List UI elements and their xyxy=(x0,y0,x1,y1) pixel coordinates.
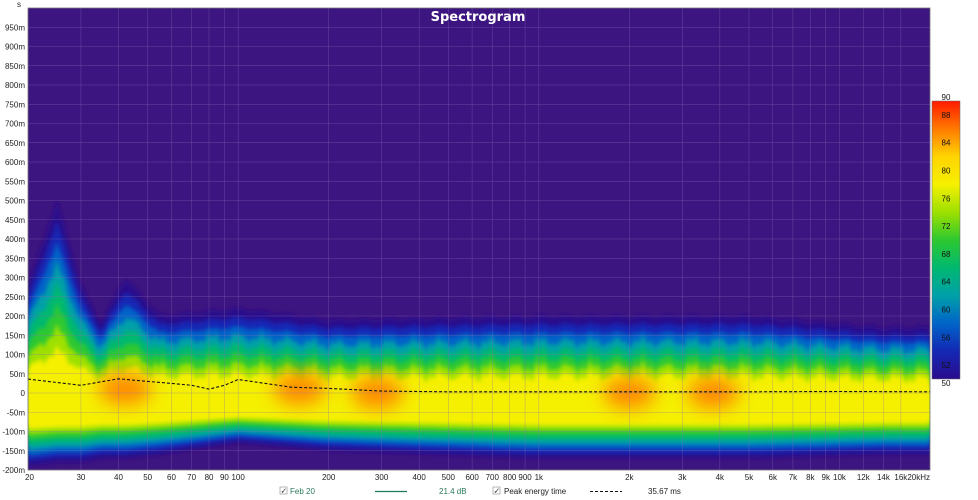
x-tick-40: 40 xyxy=(114,473,123,482)
x-tick-3k: 3k xyxy=(678,473,687,482)
y-tick-150m: 150m xyxy=(5,331,25,340)
colorbar-tick-88: 88 xyxy=(942,111,951,120)
hot-spot-0 xyxy=(98,373,151,406)
x-tick-16k: 16k xyxy=(894,473,908,482)
x-tick-60: 60 xyxy=(167,473,176,482)
y-tick-0: 0 xyxy=(21,389,26,398)
y-axis-ticks: 950m 900m 850m 800m 750m 700m 650m 600m 550m 500m… xyxy=(2,23,25,475)
x-tick-50: 50 xyxy=(143,473,152,482)
x-tick-4k: 4k xyxy=(716,473,725,482)
y-tick-800m: 800m xyxy=(5,81,25,90)
colorbar-tick-56: 56 xyxy=(942,333,951,342)
legend-value-feb20: 21.4 dB xyxy=(439,487,467,496)
x-tick-100: 100 xyxy=(231,473,245,482)
y-tick-100m: 100m xyxy=(5,351,25,360)
colorbar-tick-52: 52 xyxy=(942,361,951,370)
y-unit-label: s xyxy=(17,0,21,9)
x-tick-70: 70 xyxy=(187,473,196,482)
colorbar-bar xyxy=(931,100,961,380)
legend-item-peak-energy-time: Peak energy time xyxy=(504,487,567,496)
colorbar-tick-64: 64 xyxy=(942,278,951,287)
colorbar-tick-84: 84 xyxy=(942,139,951,148)
decay-band-80 xyxy=(28,365,930,424)
y-tick-750m: 750m xyxy=(5,100,25,109)
x-tick-12k: 12k xyxy=(857,473,871,482)
x-tick-90: 90 xyxy=(220,473,229,482)
y-tick-700m: 700m xyxy=(5,120,25,129)
colorbar-tick-72: 72 xyxy=(942,222,951,231)
x-tick-900: 900 xyxy=(518,473,532,482)
legend-value-peak-energy-time: 35.67 ms xyxy=(648,487,681,496)
x-tick-2k: 2k xyxy=(625,473,634,482)
x-tick-20: 20 xyxy=(25,473,34,482)
y-tick--200m: -200m xyxy=(2,466,25,475)
y-tick-200m: 200m xyxy=(5,312,25,321)
x-axis-ticks: 20 30 40 50 60 70 80 90 100 200 300 400 500 600 700 800… xyxy=(25,473,930,482)
grid-layer xyxy=(28,8,930,471)
heatmap-layer xyxy=(28,199,930,467)
hot-spot-1 xyxy=(273,373,326,406)
legend-checkbox-1[interactable] xyxy=(279,486,288,495)
legend-checkbox-2[interactable] xyxy=(492,486,501,495)
y-tick-350m: 350m xyxy=(5,254,25,263)
x-tick-8k: 8k xyxy=(806,473,815,482)
colorbar-ticks: 90 88 84 80 76 72 68 64 60 56 52 50 xyxy=(942,93,951,388)
x-tick-30: 30 xyxy=(76,473,85,482)
y-tick-550m: 550m xyxy=(5,177,25,186)
y-tick--50m: -50m xyxy=(7,408,26,417)
x-tick-10k: 10k xyxy=(833,473,847,482)
y-tick--100m: -100m xyxy=(2,428,25,437)
y-tick-650m: 650m xyxy=(5,139,25,148)
colorbar-tick-76: 76 xyxy=(942,194,951,203)
x-tick-9k: 9k xyxy=(822,473,831,482)
series-layer xyxy=(28,378,930,393)
x-tick-6k: 6k xyxy=(769,473,778,482)
chart-title: Spectrogram xyxy=(431,10,526,25)
colorbar-tick-80: 80 xyxy=(942,167,951,176)
y-tick--150m: -150m xyxy=(2,447,25,456)
x-tick-500: 500 xyxy=(442,473,456,482)
x-tick-300: 300 xyxy=(375,473,389,482)
x-tick-14k: 14k xyxy=(877,473,891,482)
x-tick-20kHz: 20kHz xyxy=(907,473,930,482)
x-tick-7k: 7k xyxy=(789,473,798,482)
colorbar-tick-68: 68 xyxy=(942,250,951,259)
y-tick-900m: 900m xyxy=(5,43,25,52)
colorbar-tick-60: 60 xyxy=(942,306,951,315)
x-tick-800: 800 xyxy=(503,473,517,482)
y-tick-950m: 950m xyxy=(5,23,25,32)
x-tick-5k: 5k xyxy=(745,473,754,482)
y-tick-400m: 400m xyxy=(5,235,25,244)
legend-item-feb20: Feb 20 xyxy=(290,487,315,496)
colorbar-tick-50: 50 xyxy=(942,379,951,388)
legend-check-2: ✓ xyxy=(494,487,501,496)
plot-border xyxy=(27,7,931,471)
x-tick-200: 200 xyxy=(322,473,336,482)
y-tick-450m: 450m xyxy=(5,216,25,225)
y-tick-250m: 250m xyxy=(5,293,25,302)
x-tick-700: 700 xyxy=(486,473,500,482)
colorbar: 90 88 84 80 76 72 68 64 60 56 52 50 xyxy=(931,93,961,388)
x-tick-80: 80 xyxy=(205,473,214,482)
y-tick-300m: 300m xyxy=(5,274,25,283)
y-tick-850m: 850m xyxy=(5,62,25,71)
y-tick-600m: 600m xyxy=(5,158,25,167)
y-tick-500m: 500m xyxy=(5,197,25,206)
series-peak-energy-time xyxy=(28,378,930,393)
colorbar-tick-90: 90 xyxy=(942,93,951,102)
legend-check-1: ✓ xyxy=(281,487,288,496)
x-tick-600: 600 xyxy=(465,473,479,482)
y-tick-50m: 50m xyxy=(9,370,25,379)
x-tick-1k: 1k xyxy=(535,473,544,482)
legend: ✓ Feb 20 21.4 dB ✓ Peak energy time 35.6… xyxy=(279,486,681,496)
x-tick-400: 400 xyxy=(412,473,426,482)
